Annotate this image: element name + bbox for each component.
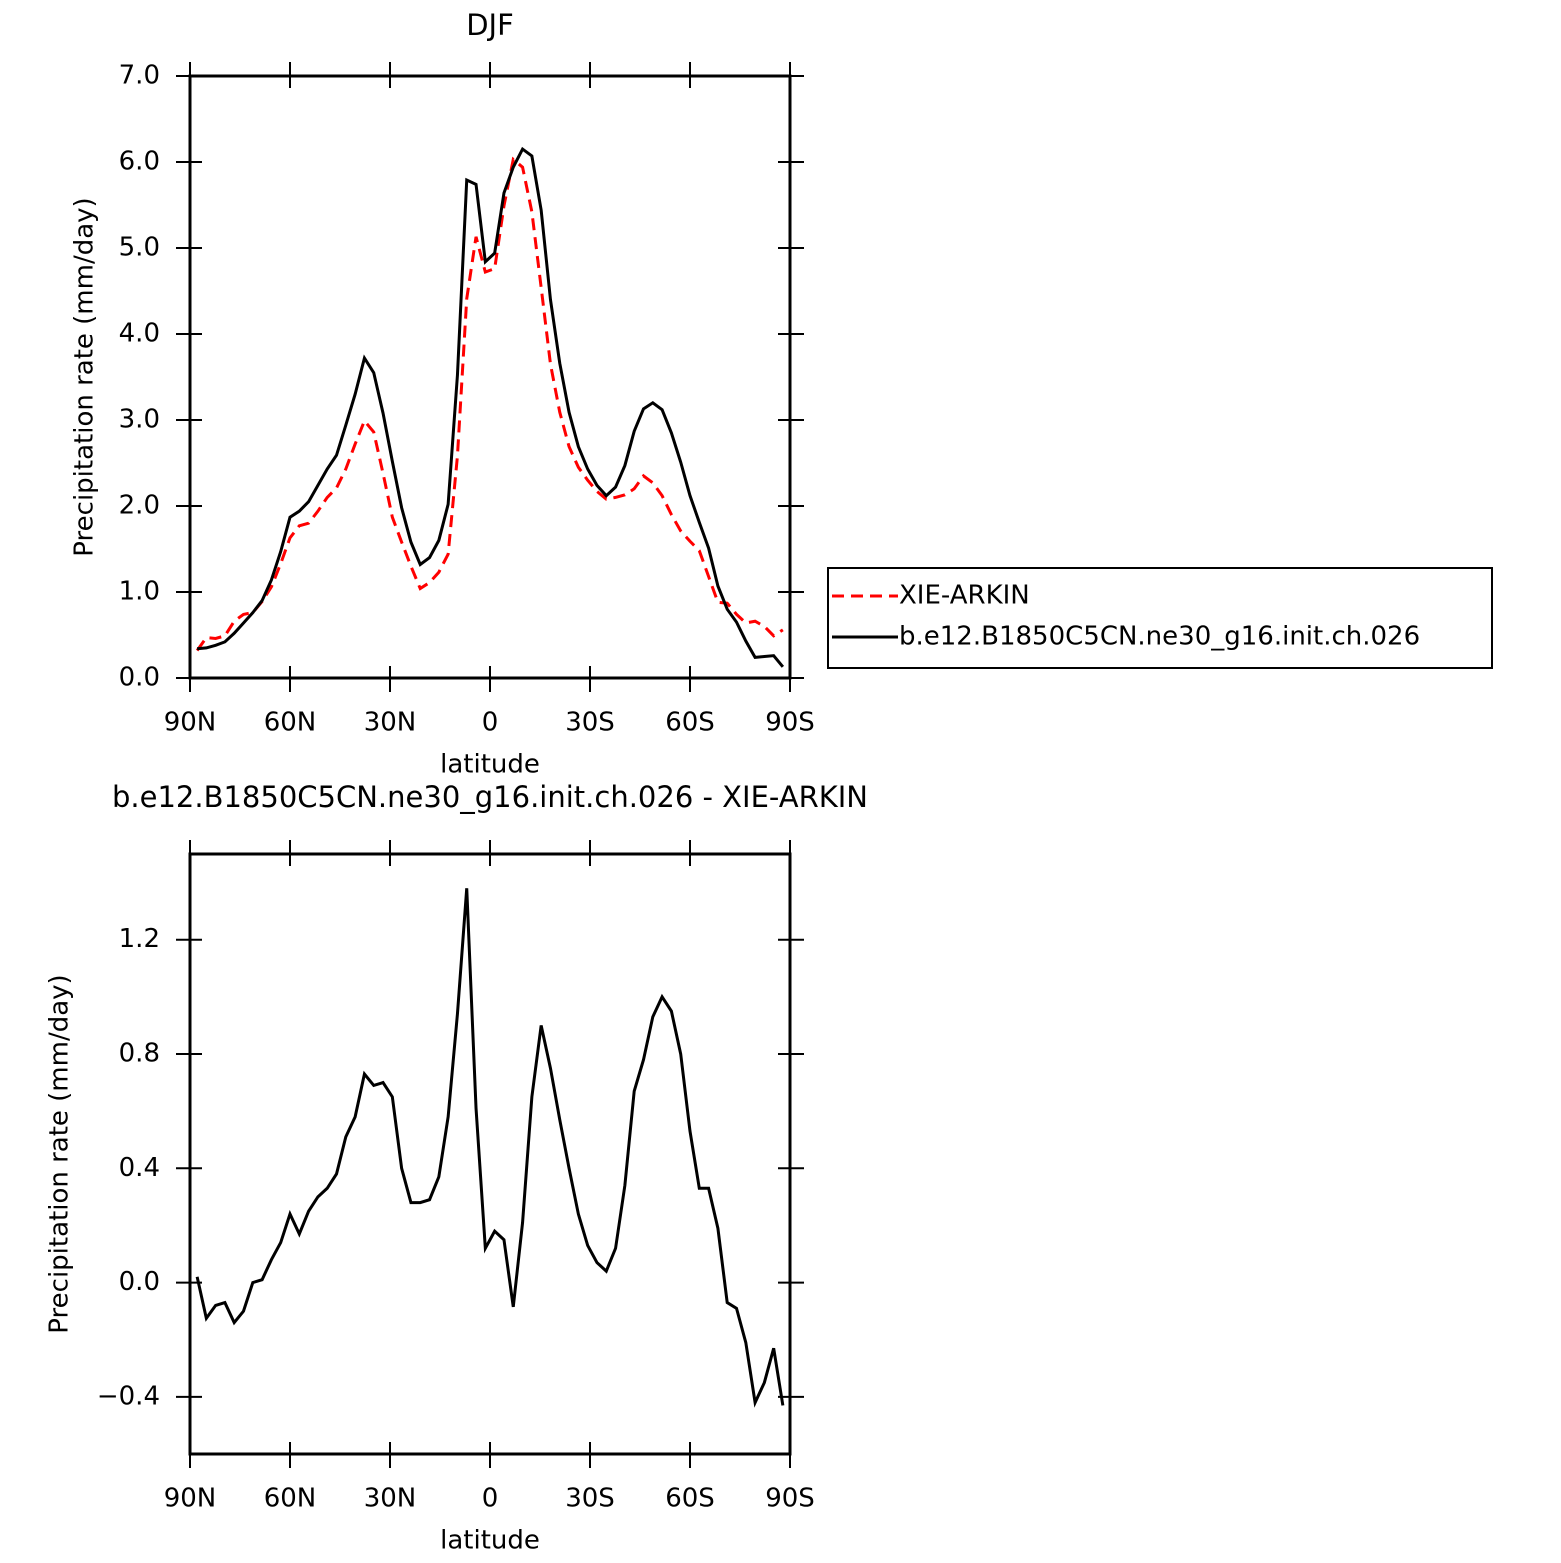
x-axis-label: latitude: [440, 750, 540, 780]
data-line: [196, 146, 785, 668]
y-tick-label: −0.4: [97, 1381, 160, 1411]
x-tick-label: 90N: [164, 708, 217, 738]
x-axis-label: latitude: [440, 1526, 540, 1556]
y-tick-label: 2.0: [119, 491, 160, 521]
y-axis-label: Precipitation rate (mm/day): [70, 197, 100, 556]
x-tick-label: 90N: [164, 1484, 217, 1514]
y-tick-label: 3.0: [119, 405, 160, 435]
x-tick-label: 90S: [765, 1484, 815, 1514]
y-tick-label: 6.0: [119, 147, 160, 177]
data-line: [195, 156, 784, 652]
y-tick-label: 0.4: [119, 1153, 160, 1183]
x-tick-label: 30N: [364, 1484, 417, 1514]
x-tick-label: 60S: [665, 708, 715, 738]
data-line: [195, 888, 785, 1408]
plot-frame: [188, 74, 792, 680]
x-tick-label: 60S: [665, 1484, 715, 1514]
plot-frame: [188, 852, 792, 1456]
x-tick-label: 30N: [364, 708, 417, 738]
chart-title: DJF: [466, 8, 514, 42]
legend-box: [827, 567, 1493, 669]
y-tick-label: 0.8: [119, 1039, 160, 1069]
y-tick-label: 4.0: [119, 319, 160, 349]
y-tick-label: 1.2: [119, 924, 160, 954]
x-tick-label: 60N: [264, 1484, 317, 1514]
y-tick-label: 1.0: [119, 577, 160, 607]
legend-label: b.e12.B1850C5CN.ne30_g16.init.ch.026: [899, 622, 1420, 652]
x-tick-label: 0: [482, 1484, 499, 1514]
x-tick-label: 30S: [565, 1484, 615, 1514]
chart-title: b.e12.B1850C5CN.ne30_g16.init.ch.026 - X…: [112, 780, 868, 814]
y-tick-label: 0.0: [119, 663, 160, 693]
y-tick-label: 5.0: [119, 233, 160, 263]
legend-label: XIE-ARKIN: [899, 581, 1030, 611]
x-tick-label: 0: [482, 708, 499, 738]
y-tick-label: 0.0: [119, 1267, 160, 1297]
x-tick-label: 30S: [565, 708, 615, 738]
y-tick-label: 7.0: [119, 61, 160, 91]
y-axis-label: Precipitation rate (mm/day): [45, 974, 75, 1333]
x-tick-label: 90S: [765, 708, 815, 738]
x-tick-label: 60N: [264, 708, 317, 738]
